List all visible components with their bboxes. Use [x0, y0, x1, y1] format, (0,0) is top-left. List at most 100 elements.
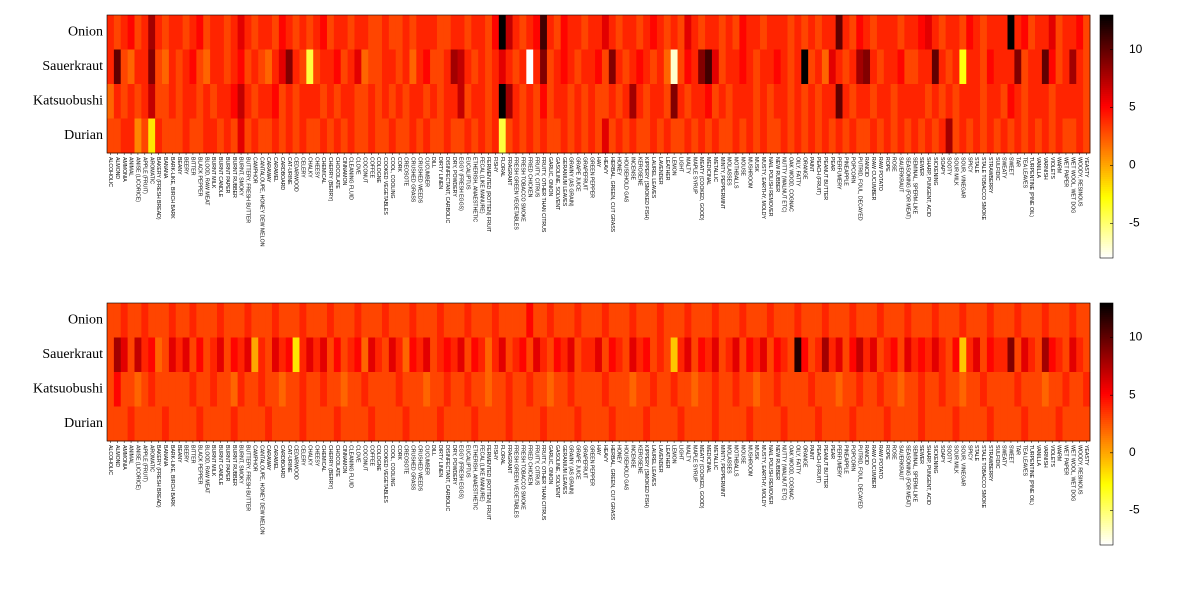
heat-cell: [409, 118, 417, 154]
heat-cell: [347, 303, 355, 338]
x-tick-label: ROPE: [884, 445, 890, 460]
colorbar-step: [1100, 421, 1113, 425]
heat-cell: [1048, 337, 1057, 373]
heat-cell: [546, 84, 555, 119]
colorbar-step: [1100, 329, 1113, 332]
heat-cell: [959, 84, 967, 119]
colorbar-step: [1100, 389, 1113, 393]
colorbar-step: [1100, 474, 1113, 477]
colorbar-step: [1100, 35, 1113, 38]
heat-cell: [574, 406, 582, 442]
heat-cell: [856, 303, 864, 338]
heat-cell: [265, 84, 273, 119]
x-tick-label: HAY: [595, 157, 601, 168]
x-tick-label: KIPPERY (SMOKED FISH): [643, 157, 649, 220]
colorbar-step: [1100, 45, 1113, 48]
heat-cell: [127, 406, 135, 442]
heat-cell: [863, 84, 871, 119]
colorbar-step: [1100, 303, 1113, 306]
heat-cell: [471, 406, 479, 442]
x-tick-label: HERBAL, GREEN, CUT GRASS: [609, 157, 615, 233]
heat-cell: [120, 372, 129, 407]
heat-cell: [780, 49, 788, 85]
heat-cell: [1007, 406, 1015, 442]
heat-cell: [938, 303, 947, 338]
heat-cell: [182, 406, 190, 442]
heat-cell: [416, 372, 424, 407]
heat-cell: [436, 49, 445, 85]
heat-cell: [161, 84, 170, 119]
colorbar-step: [1100, 526, 1113, 530]
heat-cell: [326, 84, 335, 119]
heat-cell: [918, 303, 926, 338]
x-tick-label: CHALKY: [306, 157, 312, 178]
heat-cell: [512, 49, 520, 85]
colorbar-step: [1100, 185, 1113, 188]
heat-cell: [973, 406, 981, 442]
heat-cell: [773, 49, 782, 85]
colorbar-step: [1100, 502, 1113, 506]
x-tick-label: PUTRID, FOUL, DECAYED: [856, 445, 862, 509]
heat-cell: [815, 49, 823, 85]
heat-cell: [436, 15, 445, 50]
heat-cell: [698, 118, 706, 154]
heat-cell: [1028, 118, 1036, 154]
heat-cell: [925, 49, 933, 85]
heat-cell: [278, 49, 287, 85]
heat-cell: [141, 303, 149, 338]
colorbar-step: [1100, 120, 1113, 123]
heat-cell: [650, 303, 658, 338]
x-tick-label: SICKENING: [932, 157, 938, 186]
heat-cell: [216, 118, 225, 154]
heat-cell: [134, 84, 142, 119]
heat-cell: [175, 15, 184, 50]
heat-cell: [801, 406, 809, 442]
heat-cell: [498, 372, 507, 407]
heat-cell: [107, 406, 115, 442]
heat-cell: [925, 337, 933, 373]
heat-cell: [663, 118, 672, 154]
heat-cell: [546, 118, 555, 154]
heat-cell: [368, 372, 376, 407]
heat-cell: [890, 49, 898, 85]
heat-cell: [980, 49, 988, 85]
colorbar-step: [1100, 460, 1113, 463]
heat-cell: [457, 406, 465, 442]
heat-cell: [464, 303, 472, 338]
heat-cell: [883, 118, 892, 154]
heat-cell: [705, 118, 713, 154]
heat-cell: [285, 84, 294, 119]
heat-cell: [161, 303, 170, 338]
heat-cell: [595, 372, 603, 407]
heat-cell: [134, 372, 142, 407]
heat-cell: [1021, 15, 1029, 50]
heat-cell: [230, 303, 239, 338]
heat-cell: [107, 49, 115, 85]
heat-cell: [650, 15, 658, 50]
heat-cell: [519, 15, 527, 50]
heat-cell: [567, 15, 575, 50]
heat-cell: [656, 372, 665, 407]
heat-cell: [1048, 406, 1057, 442]
x-tick-label: BARK-LIKE, BIRCH BARK: [169, 157, 175, 219]
heat-cell: [581, 49, 589, 85]
heat-cell: [815, 15, 823, 50]
x-tick-label: BURNT, SMOKY: [238, 445, 244, 484]
heat-cell: [656, 118, 665, 154]
heat-cell: [711, 372, 720, 407]
colorbar-step: [1100, 104, 1113, 107]
heat-cell: [258, 118, 266, 154]
heat-cell: [1021, 406, 1029, 442]
colorbar-step: [1100, 179, 1113, 182]
heat-cell: [450, 303, 458, 338]
x-tick-label: CAMPHOR: [251, 445, 257, 472]
x-tick-label: FRAGRANT: [506, 445, 512, 474]
heat-cell: [980, 118, 988, 154]
colorbar-step: [1100, 116, 1113, 119]
heat-cell: [643, 406, 651, 442]
heat-cell: [663, 49, 672, 85]
colorbar-step: [1100, 436, 1113, 439]
heat-cell: [320, 15, 328, 50]
x-tick-label: YEASTY: [1083, 157, 1089, 178]
colorbar-tick-label: 5: [1129, 100, 1136, 114]
